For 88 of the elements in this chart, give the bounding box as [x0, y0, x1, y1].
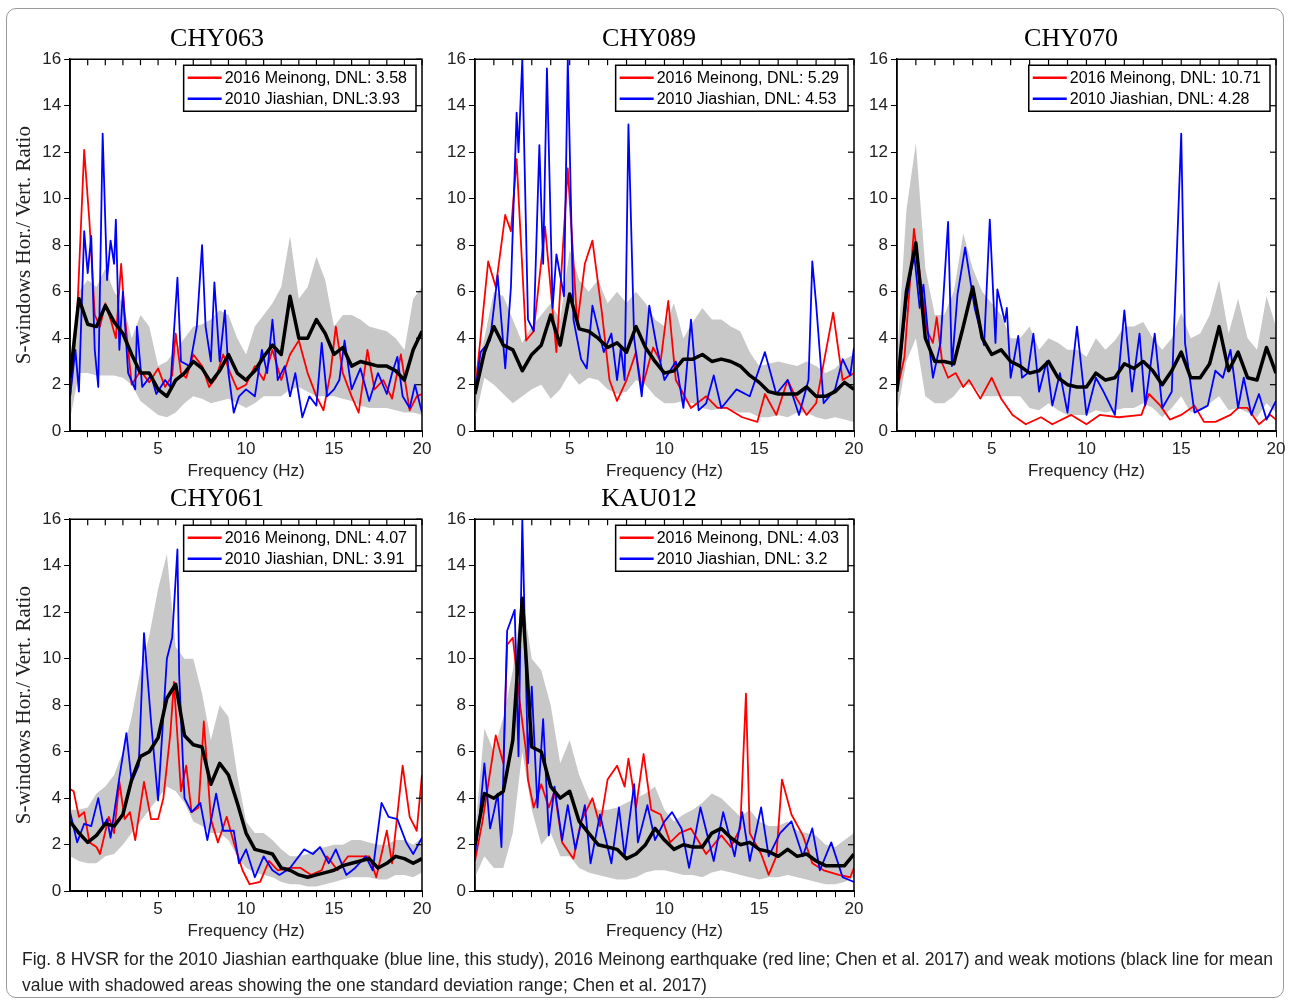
chart-title: CHY089	[602, 23, 696, 53]
y-tick-label: 10	[42, 188, 62, 208]
y-tick-label: 10	[42, 648, 62, 668]
y-tick-label: 6	[878, 281, 888, 301]
legend-label: 2016 Meinong, DNL: 5.29	[656, 69, 840, 87]
y-tick-label: 6	[456, 741, 466, 761]
legend-label: 2010 Jiashian, DNL: 3.91	[224, 550, 405, 568]
y-tick-label: 6	[51, 741, 62, 761]
y-tick-label: 12	[42, 601, 62, 621]
x-tick-label: 5	[564, 899, 575, 919]
x-tick-label: 20	[1266, 439, 1286, 459]
y-tick-label: 2	[456, 834, 466, 854]
legend-label: 2016 Meinong, DNL: 10.71	[1069, 69, 1262, 87]
x-tick-label: 10	[654, 899, 674, 919]
chart-title: KAU012	[601, 483, 697, 513]
y-tick-label: 14	[42, 555, 62, 575]
y-axis-title: S-windows Hor./ Vert. Ratio	[11, 586, 36, 825]
y-tick-label: 0	[51, 880, 62, 900]
y-tick-label: 8	[51, 694, 62, 714]
chart-title: CHY063	[170, 23, 264, 53]
x-tick-label: 20	[412, 439, 432, 459]
x-axis-title: Frequency (Hz)	[605, 921, 724, 941]
x-tick-label: 15	[749, 439, 769, 459]
y-tick-label: 0	[878, 420, 888, 440]
x-tick-label: 10	[236, 899, 256, 919]
chart-title: CHY070	[1024, 23, 1118, 53]
y-tick-label: 14	[42, 95, 62, 115]
y-tick-label: 12	[446, 141, 466, 161]
y-tick-label: 2	[51, 834, 62, 854]
y-tick-label: 10	[446, 648, 466, 668]
legend-label: 2016 Meinong, DNL: 4.07	[224, 529, 408, 547]
y-tick-label: 8	[878, 234, 888, 254]
y-tick-label: 4	[456, 327, 466, 347]
y-tick-label: 2	[51, 374, 62, 394]
legend-label: 2010 Jiashian, DNL:3.93	[224, 90, 400, 108]
legend-label: 2016 Meinong, DNL: 4.03	[656, 529, 840, 547]
x-tick-label: 15	[324, 899, 344, 919]
y-tick-label: 14	[446, 95, 466, 115]
y-tick-label: 12	[446, 601, 466, 621]
y-tick-label: 14	[446, 555, 466, 575]
y-tick-label: 2	[878, 374, 888, 394]
x-tick-label: 5	[564, 439, 575, 459]
y-tick-label: 0	[51, 420, 62, 440]
x-tick-label: 20	[844, 899, 864, 919]
x-tick-label: 5	[153, 899, 163, 919]
x-axis-title: Frequency (Hz)	[605, 461, 724, 481]
y-tick-label: 16	[446, 508, 466, 528]
y-tick-label: 16	[868, 48, 888, 68]
legend-label: 2010 Jiashian, DNL: 4.53	[656, 90, 837, 108]
y-tick-label: 6	[51, 281, 62, 301]
x-tick-label: 10	[236, 439, 256, 459]
x-axis-title: Frequency (Hz)	[187, 461, 305, 481]
y-tick-label: 8	[456, 234, 466, 254]
y-tick-label: 12	[42, 141, 62, 161]
x-tick-label: 20	[844, 439, 864, 459]
y-tick-label: 16	[42, 48, 62, 68]
y-tick-label: 4	[456, 787, 466, 807]
y-tick-label: 12	[868, 141, 888, 161]
y-tick-label: 0	[456, 880, 466, 900]
x-axis-title: Frequency (Hz)	[187, 921, 305, 941]
x-tick-label: 5	[153, 439, 163, 459]
x-tick-label: 15	[749, 899, 769, 919]
y-tick-label: 10	[446, 188, 466, 208]
y-tick-label: 4	[51, 787, 62, 807]
y-tick-label: 4	[51, 327, 62, 347]
y-tick-label: 0	[456, 420, 466, 440]
x-tick-label: 10	[654, 439, 674, 459]
y-tick-label: 14	[868, 95, 888, 115]
caption: Fig. 8 HVSR for the 2010 Jiashian earthquake (blue line, this study), 2016 Meinong earthquake (red line; Chen et al. 2017) and weak motions (black line for mean value with shadowed areas showing the one standard deviation range; Chen et al. 2017)	[22, 948, 1274, 997]
chart-title: CHY061	[170, 483, 264, 513]
legend-label: 2016 Meinong, DNL: 3.58	[224, 69, 408, 87]
y-tick-label: 2	[456, 374, 466, 394]
y-tick-label: 16	[42, 508, 62, 528]
x-tick-label: 20	[412, 899, 432, 919]
y-tick-label: 4	[878, 327, 888, 347]
x-tick-label: 5	[986, 439, 997, 459]
x-tick-label: 10	[1076, 439, 1096, 459]
y-axis-title: S-windows Hor./ Vert. Ratio	[11, 126, 36, 365]
y-tick-label: 10	[868, 188, 888, 208]
y-tick-label: 8	[456, 694, 466, 714]
y-tick-label: 6	[456, 281, 466, 301]
y-tick-label: 8	[51, 234, 62, 254]
x-axis-title: Frequency (Hz)	[1027, 461, 1146, 481]
legend-label: 2010 Jiashian, DNL: 4.28	[1069, 90, 1250, 108]
y-tick-label: 16	[446, 48, 466, 68]
legend-label: 2010 Jiashian, DNL: 3.2	[656, 550, 828, 568]
x-tick-label: 15	[1171, 439, 1191, 459]
x-tick-label: 15	[324, 439, 344, 459]
